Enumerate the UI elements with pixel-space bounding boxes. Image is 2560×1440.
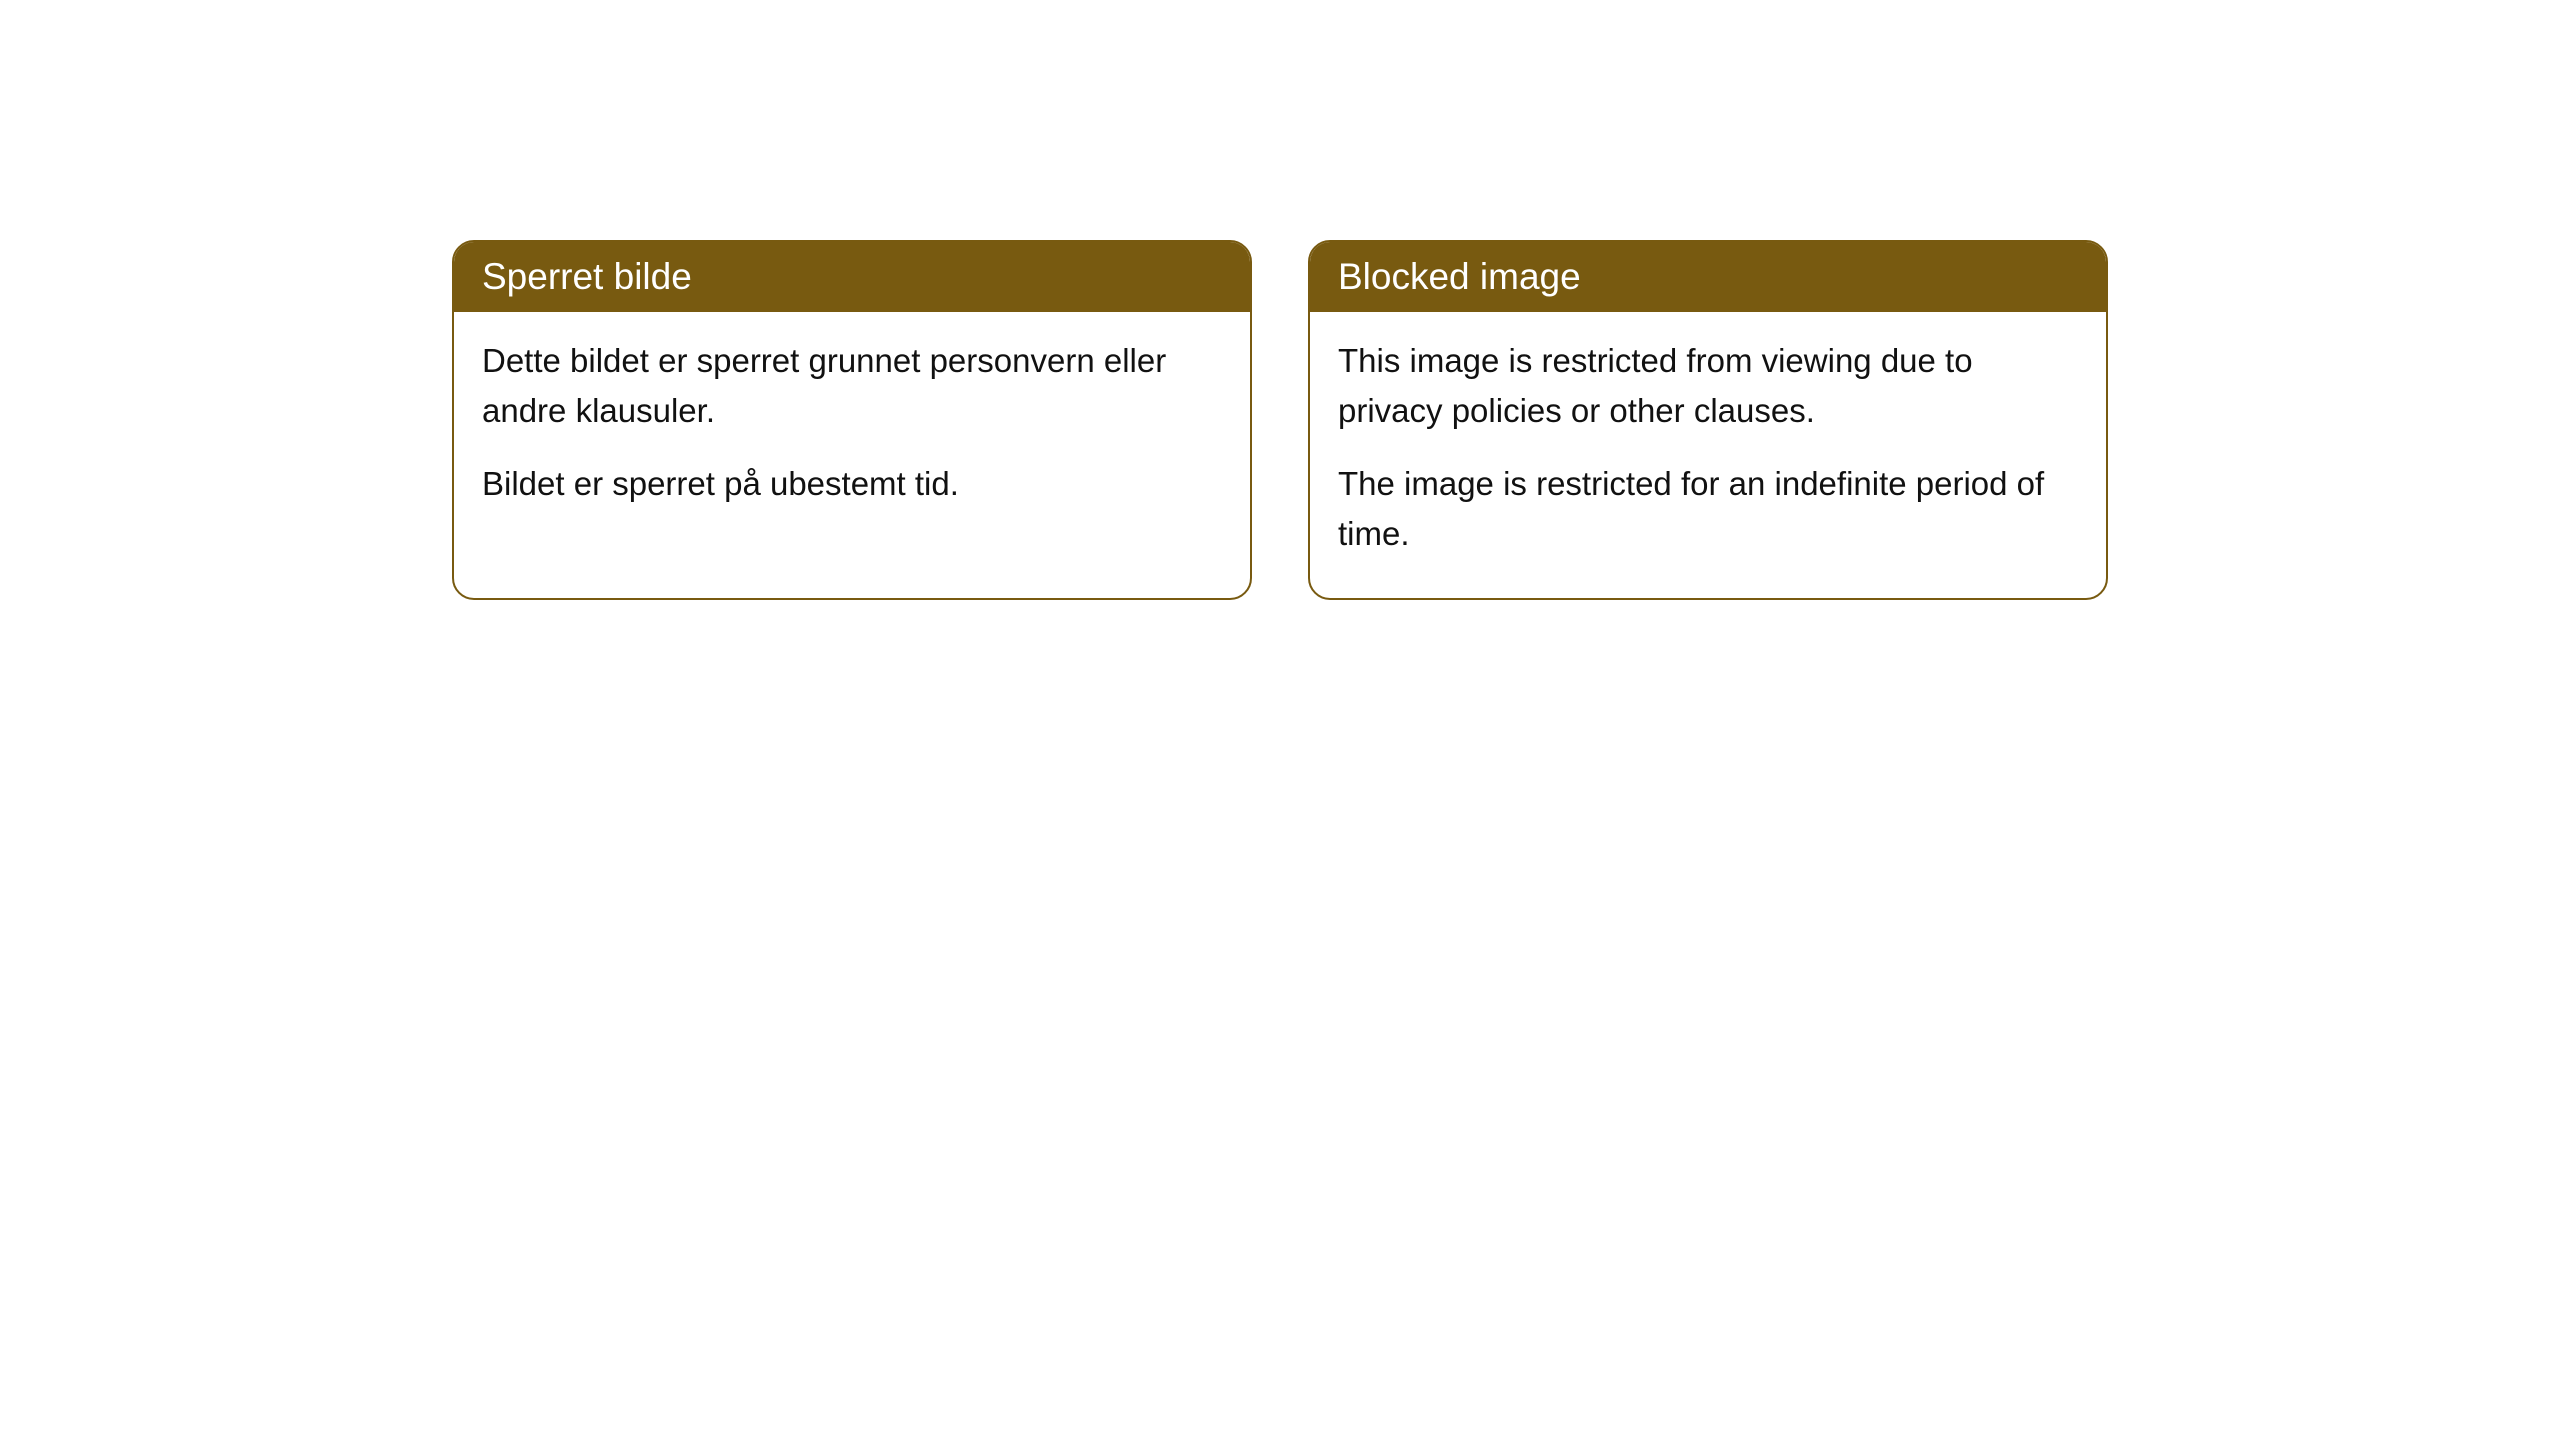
card-body-eng: This image is restricted from viewing du… [1310,312,2106,598]
card-header-eng: Blocked image [1310,242,2106,312]
blocked-image-card-nor: Sperret bilde Dette bildet er sperret gr… [452,240,1252,600]
blocked-image-card-eng: Blocked image This image is restricted f… [1308,240,2108,600]
card-container: Sperret bilde Dette bildet er sperret gr… [452,240,2108,600]
card-body-nor: Dette bildet er sperret grunnet personve… [454,312,1250,549]
card-text-eng-line1: This image is restricted from viewing du… [1338,336,2078,435]
card-text-nor-line1: Dette bildet er sperret grunnet personve… [482,336,1222,435]
card-header-nor: Sperret bilde [454,242,1250,312]
card-text-eng-line2: The image is restricted for an indefinit… [1338,459,2078,558]
card-text-nor-line2: Bildet er sperret på ubestemt tid. [482,459,1222,509]
